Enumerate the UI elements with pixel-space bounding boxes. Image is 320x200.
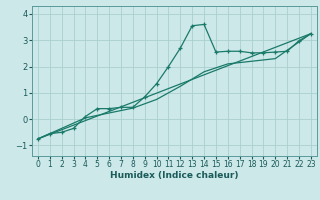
X-axis label: Humidex (Indice chaleur): Humidex (Indice chaleur) <box>110 171 239 180</box>
